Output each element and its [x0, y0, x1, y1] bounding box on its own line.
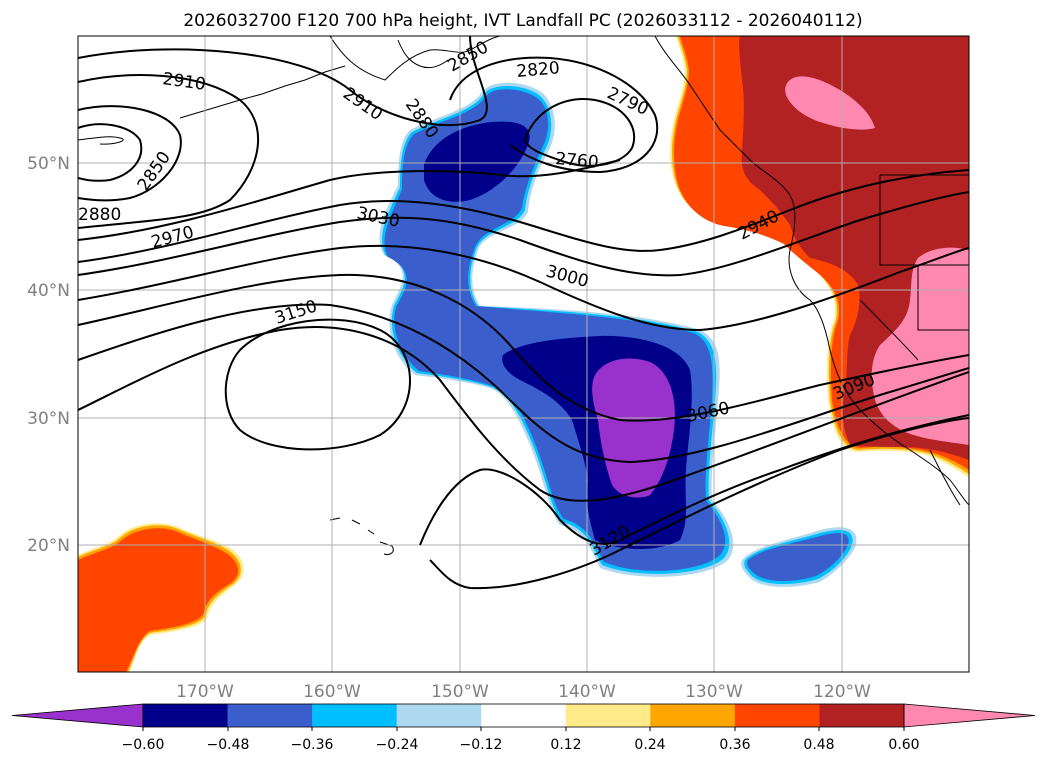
colorbar-outline: [142, 703, 905, 728]
colorbar-tick-label: 0.36: [719, 737, 750, 753]
contour-line: [78, 159, 621, 241]
contour-label: 2760: [555, 149, 600, 173]
lon-tick-label: 130°W: [685, 682, 743, 702]
contour-line: [78, 273, 969, 422]
lat-tick-label: 50°N: [27, 154, 70, 174]
kodiak-coast: [397, 39, 449, 69]
colorbar-segment: [650, 704, 736, 727]
map-content: 2910 2850 2880 2970 3030 3150 2910 2880 …: [78, 36, 969, 672]
positive-ivt-shading: [78, 36, 969, 672]
contour-label: 2820: [516, 58, 561, 82]
colorbar-ticks: [142, 727, 905, 731]
colorbar-tick-label: 0.24: [634, 737, 665, 753]
lon-tick-label: 140°W: [558, 682, 616, 702]
contour-line: [78, 303, 969, 464]
contour-line: [429, 417, 969, 590]
contour-line: [78, 105, 182, 202]
negative-ivt-shading: [379, 82, 857, 587]
baja-coast: [929, 449, 961, 506]
colorbar-tick-labels: −0.60 −0.48 −0.36 −0.24 −0.12 0.12 0.24 …: [122, 737, 920, 753]
lat-tick-label: 30°N: [27, 409, 70, 429]
lat-tick-label: 40°N: [27, 281, 70, 301]
contour-labels: 2910 2850 2880 2970 3030 3150 2910 2880 …: [78, 37, 878, 560]
shade-neg-0.60-band: [592, 358, 675, 498]
height-contours: [78, 36, 969, 590]
colorbar-segment: [396, 704, 482, 727]
contour-line: [78, 74, 260, 229]
colorbar-segment: [819, 704, 905, 727]
longitude-tick-labels: 170°W 160°W 150°W 140°W 130°W 120°W: [176, 682, 871, 702]
lon-tick-label: 120°W: [813, 682, 871, 702]
contour-line: [449, 56, 659, 174]
contour-line: [78, 326, 969, 502]
alaska-coast: [329, 36, 501, 81]
colorbar-tick-label: −0.36: [291, 737, 334, 753]
colorbar-extend-max: [903, 703, 1036, 728]
map-frame: [77, 35, 970, 673]
colorbar-tick-label: −0.60: [122, 737, 165, 753]
contour-label: 2880: [78, 205, 121, 225]
lon-tick-label: 150°W: [431, 682, 489, 702]
colorbar-tick-label: −0.12: [460, 737, 503, 753]
colorbar-segment: [734, 704, 820, 727]
contour-line: [78, 244, 969, 332]
contour-line: [224, 318, 411, 451]
colorbar-tick-label: 0.12: [550, 737, 581, 753]
lat-tick-label: 20°N: [27, 536, 70, 556]
shade-neg-0.36-band: [384, 89, 849, 582]
map-title: 2026032700 F120 700 hPa height, IVT Land…: [183, 11, 862, 31]
shade-pos-0.36-band: [78, 36, 969, 672]
contour-line: [78, 123, 143, 182]
colorbar-segment: [143, 704, 229, 727]
map-panel: 2910 2850 2880 2970 3030 3150 2910 2880 …: [77, 35, 970, 673]
colorbar-segment: [565, 704, 651, 727]
shade-pos-0.60-band: [785, 76, 969, 445]
colorbar-segment: [227, 704, 313, 727]
lon-tick-label: 160°W: [303, 682, 361, 702]
contour-line: [78, 36, 488, 127]
contour-line: [78, 191, 969, 277]
gridlines: [78, 36, 969, 672]
colorbar-segments: [11, 703, 1036, 728]
aleutian-islands: [179, 65, 346, 119]
kamchatka-coast: [78, 136, 124, 145]
lon-tick-label: 170°W: [176, 682, 234, 702]
latitude-tick-labels: 50°N 40°N 30°N 20°N: [27, 154, 70, 556]
colorbar-extend-min: [11, 703, 144, 728]
contour-line: [523, 98, 636, 167]
colorbar-tick-label: 0.48: [803, 737, 834, 753]
hawaii-islands: [329, 517, 394, 555]
colorbar-tick-label: −0.48: [207, 737, 250, 753]
colorbar-segment: [312, 704, 398, 727]
contour-line: [78, 169, 969, 263]
colorbar: −0.60 −0.48 −0.36 −0.24 −0.12 0.12 0.24 …: [11, 703, 1036, 753]
colorbar-tick-label: −0.24: [376, 737, 419, 753]
colorbar-tick-label: 0.60: [888, 737, 919, 753]
colorbar-segment: [481, 704, 567, 727]
na-west-coast: [654, 36, 969, 506]
